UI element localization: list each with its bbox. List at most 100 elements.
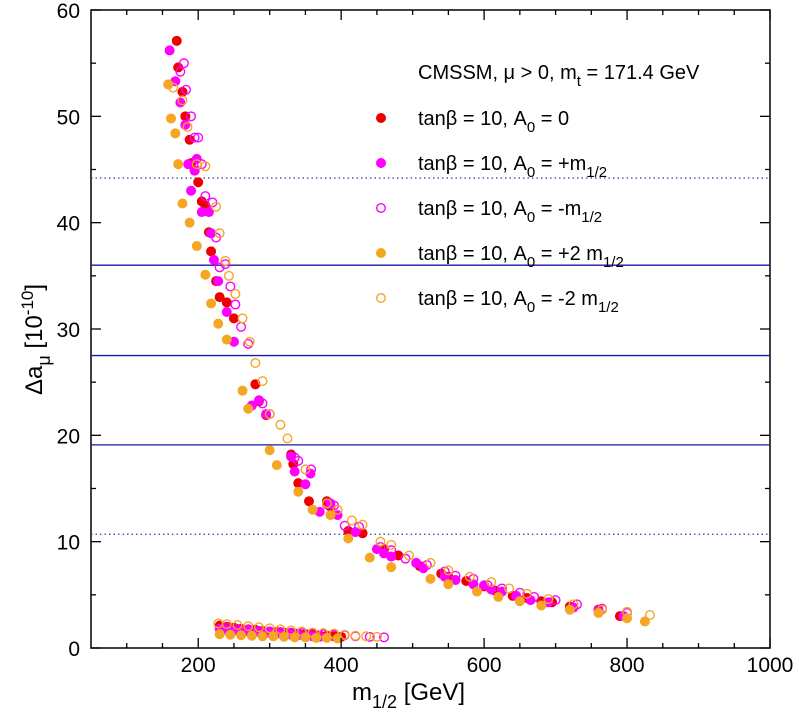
data-point bbox=[268, 631, 279, 642]
data-point bbox=[300, 479, 311, 490]
reference-lines bbox=[91, 177, 770, 535]
data-point bbox=[220, 255, 231, 266]
series-4 bbox=[168, 82, 655, 642]
data-point bbox=[184, 134, 195, 145]
data-point bbox=[246, 630, 257, 641]
data-point bbox=[464, 571, 475, 582]
data-point bbox=[230, 299, 241, 310]
data-point bbox=[211, 201, 222, 212]
data-point bbox=[339, 520, 350, 531]
data-series bbox=[163, 35, 655, 644]
data-point bbox=[278, 631, 289, 642]
data-point bbox=[296, 626, 307, 637]
data-point bbox=[318, 628, 329, 639]
data-point bbox=[182, 121, 193, 132]
data-point bbox=[350, 527, 361, 538]
data-point bbox=[622, 606, 633, 617]
legend-label-3: tanβ = 10, A0 = +2 m1/2 bbox=[418, 243, 624, 271]
data-point bbox=[404, 550, 415, 561]
data-point bbox=[486, 584, 497, 595]
data-point bbox=[225, 629, 236, 640]
data-point bbox=[572, 599, 583, 610]
data-point bbox=[443, 579, 454, 590]
data-point bbox=[186, 111, 197, 122]
data-point bbox=[213, 318, 224, 329]
legend-marker-4 bbox=[376, 293, 387, 304]
data-point bbox=[286, 625, 297, 636]
data-point bbox=[206, 228, 217, 239]
data-point bbox=[311, 632, 322, 643]
data-point bbox=[264, 623, 275, 634]
data-point bbox=[425, 573, 436, 584]
data-point bbox=[300, 632, 311, 643]
data-point bbox=[375, 536, 386, 547]
data-point bbox=[178, 58, 189, 69]
data-point bbox=[236, 630, 247, 641]
data-point bbox=[325, 510, 336, 521]
data-point bbox=[214, 629, 225, 640]
data-point bbox=[193, 177, 204, 188]
data-point bbox=[521, 588, 532, 599]
data-point bbox=[361, 631, 372, 642]
y-tick-label: 60 bbox=[57, 0, 80, 23]
data-point bbox=[300, 464, 311, 475]
legend-marker-3 bbox=[376, 248, 386, 258]
x-axis-label: m1/2 [GeV] bbox=[352, 679, 465, 712]
data-point bbox=[332, 504, 343, 515]
data-point bbox=[371, 631, 382, 642]
data-point bbox=[350, 630, 361, 641]
x-tick-label: 200 bbox=[181, 654, 216, 677]
data-point bbox=[568, 599, 579, 610]
data-point bbox=[175, 97, 186, 108]
y-tick-label: 20 bbox=[57, 425, 80, 448]
data-point bbox=[171, 35, 182, 46]
data-point bbox=[184, 217, 195, 228]
data-point bbox=[243, 403, 254, 414]
data-point bbox=[177, 95, 188, 106]
data-point bbox=[639, 616, 650, 627]
y-tick-label: 50 bbox=[57, 106, 80, 129]
data-point bbox=[379, 632, 390, 643]
data-point bbox=[386, 562, 397, 573]
data-point bbox=[208, 254, 219, 265]
data-point bbox=[282, 433, 293, 444]
y-tick-label: 40 bbox=[57, 213, 80, 236]
data-point bbox=[346, 515, 357, 526]
data-point bbox=[183, 159, 194, 170]
chart-title: CMSSM, μ > 0, mt = 171.4 GeV bbox=[418, 62, 700, 90]
data-point bbox=[543, 594, 554, 605]
data-point bbox=[206, 298, 217, 309]
data-point bbox=[214, 228, 225, 239]
data-point bbox=[471, 586, 482, 597]
data-point bbox=[468, 579, 479, 590]
data-point bbox=[357, 519, 368, 530]
data-point bbox=[221, 334, 232, 345]
data-point bbox=[257, 398, 268, 409]
y-tick-label: 10 bbox=[57, 532, 80, 555]
data-point bbox=[221, 306, 232, 317]
y-tick-label: 30 bbox=[57, 319, 80, 342]
data-point bbox=[228, 313, 239, 324]
data-point bbox=[343, 533, 354, 544]
data-point bbox=[307, 504, 318, 515]
data-point bbox=[443, 565, 454, 576]
data-point bbox=[196, 207, 207, 218]
data-point bbox=[257, 631, 268, 642]
x-tick-label: 1000 bbox=[747, 654, 794, 677]
y-axis-label: Δaμ [10-10] bbox=[18, 284, 54, 395]
data-point bbox=[493, 591, 504, 602]
data-point bbox=[450, 570, 461, 581]
data-point bbox=[253, 622, 264, 633]
legend-label-2: tanβ = 10, A0 = -m1/2 bbox=[418, 198, 602, 226]
legend-label-0: tanβ = 10, A0 = 0 bbox=[418, 108, 569, 136]
data-point bbox=[214, 292, 225, 303]
data-point bbox=[170, 128, 181, 139]
data-point bbox=[221, 297, 232, 308]
data-point bbox=[223, 270, 234, 281]
data-point bbox=[332, 510, 343, 521]
data-point bbox=[293, 455, 304, 466]
axis-ticks: 200 400 600 800 1000 0 10 20 30 40 50 60 bbox=[57, 0, 794, 677]
data-point bbox=[225, 281, 236, 292]
data-point bbox=[164, 45, 175, 56]
data-point bbox=[177, 198, 188, 209]
